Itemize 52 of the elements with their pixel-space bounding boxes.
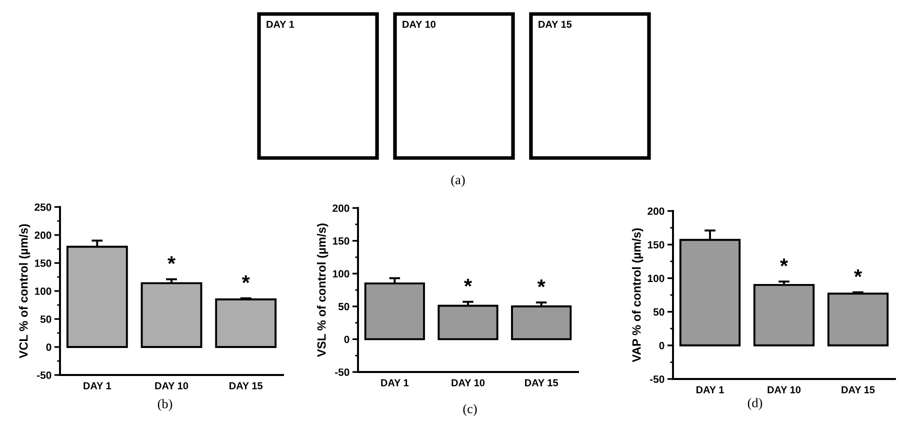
x-tick-label: DAY 10: [155, 382, 188, 390]
y-tick-label: 50: [338, 302, 350, 310]
y-tick-label: 0: [46, 344, 52, 351]
bar: [753, 284, 815, 346]
x-tick-label: DAY 15: [230, 382, 263, 390]
annotation: *: [242, 275, 250, 284]
annotation: *: [854, 269, 862, 278]
y-tick-label: 150: [332, 237, 350, 245]
y-tick-label: 150: [34, 260, 52, 267]
x-tick-label: DAY 1: [696, 386, 724, 394]
y-tick-label: -50: [37, 372, 52, 379]
category-label: DAY 15: [538, 20, 572, 28]
x-tick-label: DAY 15: [525, 379, 558, 386]
y-tick-label: 150: [648, 241, 664, 248]
x-tick-label: DAY 15: [842, 386, 875, 394]
y-tick-label: 100: [332, 270, 350, 278]
bar: [66, 246, 128, 348]
y-tick-label: 100: [648, 274, 664, 282]
y-axis-title: VCL % of control (µm/s): [18, 224, 30, 358]
bar: [827, 292, 889, 346]
y-axis-title: VSL % of control (µm/s): [316, 224, 328, 357]
y-tick-label: -50: [335, 368, 350, 376]
bar: [140, 282, 202, 348]
text: (c): [463, 404, 477, 416]
y-tick-label: 200: [332, 204, 350, 212]
x-tick-label: DAY 10: [768, 386, 801, 394]
x-tick-label: DAY 1: [84, 382, 112, 390]
bar: [215, 298, 277, 348]
annotation: *: [780, 258, 788, 266]
y-tick-label: 100: [34, 288, 52, 295]
y-tick-label: 200: [34, 232, 52, 239]
annotation: *: [168, 256, 176, 264]
bar: [364, 282, 425, 340]
category-label: DAY 10: [402, 20, 436, 28]
bar: [511, 305, 572, 340]
annotation: *: [464, 278, 472, 287]
y-tick-label: 0: [659, 342, 664, 350]
y-tick-label: 0: [344, 336, 350, 344]
y-tick-label: 50: [653, 308, 664, 316]
y-tick-label: -50: [650, 376, 664, 383]
bar: [438, 304, 498, 340]
text: (d): [748, 398, 762, 410]
y-tick-label: 200: [648, 208, 664, 215]
category-label: DAY 1: [266, 20, 294, 28]
annotation: *: [537, 280, 546, 288]
y-tick-label: 50: [40, 316, 52, 323]
x-tick-label: DAY 1: [381, 379, 409, 386]
y-axis-title: VAP % of control (µm/s): [632, 228, 644, 362]
text: (b): [158, 399, 172, 411]
text: (a): [451, 175, 465, 187]
x-tick-label: DAY 10: [452, 379, 485, 386]
y-tick-label: 250: [34, 204, 52, 211]
